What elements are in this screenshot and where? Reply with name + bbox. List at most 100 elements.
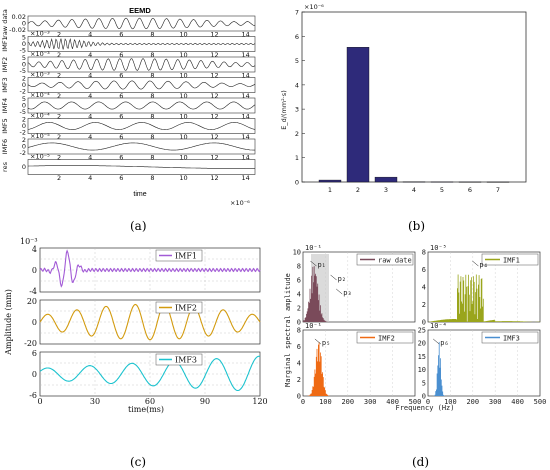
a-row-frame [27,36,256,52]
a-row-signal [27,37,256,50]
c-y-tick: -4 [29,287,37,296]
panel-a-x-exponent: ×10⁻⁶ [230,199,250,207]
a-row-tick: 0 [22,20,26,28]
a-row-signal [27,122,256,130]
a-row-signal [27,101,256,110]
d-peak-arrow [433,338,440,345]
a-x-tick: 6 [119,113,123,121]
d-y-tick: 6 [297,277,301,285]
d-peak-label: p₅ [322,339,330,347]
a-row-tick: 2 [22,116,26,124]
a-x-tick: 10 [179,92,187,100]
c-y-tick: 0 [32,370,37,379]
c-y-tick: -6 [29,391,37,400]
d-y-tick: 25 [418,327,426,335]
caption-a: (a) [130,219,147,233]
d-legend-label: IMF2 [378,335,395,343]
b-y-tick: 7 [295,9,299,17]
a-row-tick: 0 [22,61,26,69]
d-y-tick: 6 [422,266,426,274]
c-legend-box [155,249,203,262]
d-y-tick: 2 [297,305,301,313]
a-row-label: IMF4 [1,98,9,113]
a-row-tick: 0 [22,122,26,130]
a-x-tick: 2 [57,133,61,141]
c-legend-label: IMF3 [175,356,197,365]
d-exponent: 10⁻⁵ [430,244,447,252]
a-row-tick: 0.02 [12,13,26,21]
d-spectrum [302,266,329,322]
a-row-tick: 2 [22,136,26,144]
d-x-tick: 200 [341,398,354,406]
a-row-frame [27,56,256,73]
a-x-tick: 12 [210,133,218,141]
d-peak-label: p₄ [479,261,487,269]
panel-b-y-exponent: ×10⁻⁶ [304,3,324,11]
d-y-tick: 0 [422,319,426,327]
a-row-label: IMF2 [1,57,9,72]
d-peak-arrow [336,288,343,295]
b-y-tick: 6 [295,33,299,41]
panel-a-title: EEMD [129,6,151,15]
a-row-exponent: ×10⁻⁴ [30,112,50,120]
b-x-tick: 1 [328,186,332,194]
a-row-label: IMF1 [1,36,9,51]
a-x-tick: 10 [179,72,187,80]
a-row-tick: -2 [20,129,26,137]
d-x-tick: 300 [364,398,377,406]
a-row-exponent: ×10⁻⁵ [30,132,50,140]
d-y-tick: 15 [418,353,426,361]
d-y-tick: 10 [418,366,426,374]
a-row-frame [27,77,256,93]
a-x-tick: 6 [119,72,123,80]
d-peak-arrow [472,260,479,267]
b-bar [318,179,342,183]
a-x-tick: 2 [57,31,61,39]
panel-b-bars [318,47,510,183]
b-x-tick: 2 [356,186,360,194]
panel-c-y-exponent: 10⁻³ [20,237,38,246]
d-spectrum [433,341,446,396]
a-x-tick: 2 [57,72,61,80]
d-y-tick: 8 [297,327,301,335]
d-legend-box [481,331,539,344]
a-row-tick: 5 [22,34,26,42]
a-row-label: raw data [1,9,9,38]
c-y-tick: 0 [32,266,37,275]
a-x-tick: 8 [150,174,154,182]
a-x-tick: 10 [179,154,187,162]
a-row-tick: -5 [20,47,26,55]
d-y-tick: 10 [293,249,301,257]
a-x-tick: 4 [88,72,92,80]
a-x-tick: 12 [210,113,218,121]
d-y-tick: 2 [422,301,426,309]
a-x-tick: 14 [242,92,250,100]
d-legend-box [356,253,414,266]
d-y-tick: 8 [422,249,426,257]
c-y-tick: 0 [32,318,37,327]
d-exponent: 10⁻¹ [305,244,322,252]
b-y-tick: 1 [295,154,299,162]
panel-b-energy-bars: ×10⁻⁶ E_d/(mm²·s) 0 1 2 3 4 5 6 7 1 2 3 4 5 6 7 (b) [280,3,527,233]
panel-b-x-ticks: 1 2 3 4 5 6 7 [328,186,500,194]
a-x-tick: 14 [242,51,250,59]
a-x-tick: 8 [150,133,154,141]
a-x-tick: 8 [150,113,154,121]
d-y-tick: 20 [418,340,426,348]
a-row-tick: 5 [22,95,26,103]
panel-a-xlabel: time [133,191,146,198]
a-x-tick: 12 [210,72,218,80]
b-y-tick: 5 [295,57,299,65]
a-row-exponent: ×10⁻⁵ [30,153,50,161]
c-series-line [39,303,261,341]
a-x-tick: 2 [57,154,61,162]
d-peak-label: p₁ [317,261,325,269]
panel-d-ylabel: Marginal spectral amplitude [284,273,292,387]
panel-c-imf-timeseries: 10⁻³ Amplitude (mm) 40-4IMF1200-20IMF260… [4,237,268,469]
a-x-tick: 14 [242,174,250,182]
a-x-tick: 4 [88,51,92,59]
a-row-tick: -5 [20,67,26,75]
b-y-tick: 0 [295,179,299,187]
